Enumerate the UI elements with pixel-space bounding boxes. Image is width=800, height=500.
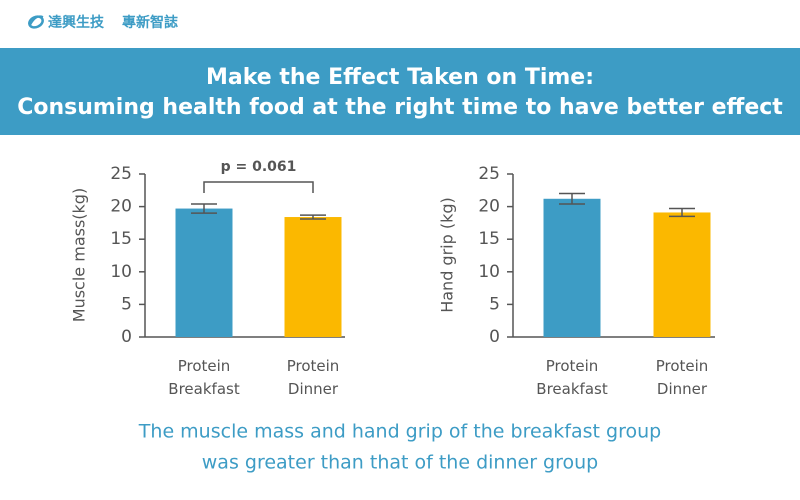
y-tick-label: 20 xyxy=(110,197,132,217)
x-tick-label: Protein Dinner xyxy=(655,357,709,398)
caption: was greater than that of the dinner grou… xyxy=(202,452,598,474)
y-tick-label: 25 xyxy=(110,164,132,184)
y-tick-label: 0 xyxy=(489,327,500,347)
y-tick-label: 0 xyxy=(121,327,132,347)
brand: 達興生技 xyxy=(48,14,105,31)
y-axis-label: Hand grip (kg) xyxy=(438,197,457,313)
significance-bracket xyxy=(203,181,314,193)
bar xyxy=(284,217,342,337)
logo xyxy=(28,15,44,29)
y-tick-label: 20 xyxy=(478,197,500,217)
column-name: 專新智誌 xyxy=(122,14,178,31)
y-tick-label: 15 xyxy=(478,229,500,249)
x-tick-label: Protein Breakfast xyxy=(168,357,240,398)
title: Consuming health food at the right time … xyxy=(17,95,783,120)
y-axis-label: Muscle mass(kg) xyxy=(70,188,89,322)
y-tick-label: 10 xyxy=(478,262,500,282)
y-tick-label: 10 xyxy=(110,262,132,282)
x-tick-label: Protein Breakfast xyxy=(536,357,608,398)
bar xyxy=(175,208,233,337)
caption: The muscle mass and hand grip of the bre… xyxy=(138,421,661,443)
x-tick-label: Protein Dinner xyxy=(286,357,340,398)
y-tick-label: 15 xyxy=(110,229,132,249)
annotation: p = 0.061 xyxy=(221,159,297,175)
bar xyxy=(653,212,711,337)
title: Make the Effect Taken on Time: xyxy=(206,65,594,90)
y-tick-label: 25 xyxy=(478,164,500,184)
bar xyxy=(543,198,601,337)
y-tick-label: 5 xyxy=(121,294,132,314)
title-banner xyxy=(0,48,800,135)
y-tick-label: 5 xyxy=(489,294,500,314)
